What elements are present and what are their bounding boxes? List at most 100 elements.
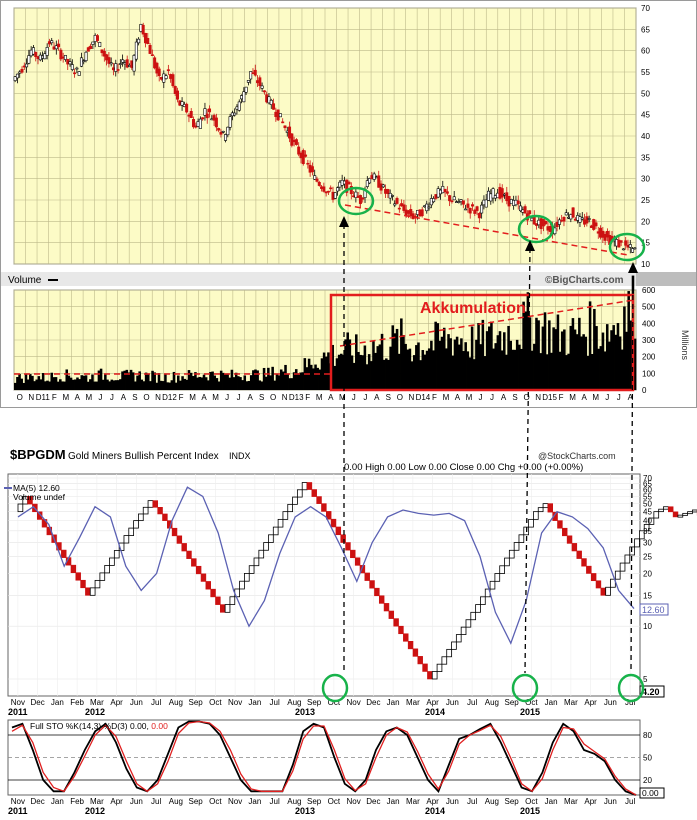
price-candle-body [59, 49, 63, 60]
volume-bar [123, 370, 126, 390]
sto-x-tick-label: Mar [90, 797, 104, 806]
sto-x-tick-label: Mar [406, 797, 420, 806]
top-x-tick-label: O [397, 393, 403, 402]
pf-x-box [542, 503, 549, 509]
accumulation-label: Akkumulation [420, 300, 526, 317]
price-candle-body [313, 175, 317, 180]
volume-bar [477, 323, 480, 390]
volume-bar [140, 379, 144, 390]
top-x-tick-label: N [408, 393, 414, 402]
pf-o-box [176, 535, 183, 544]
volume-bar [421, 350, 425, 390]
top-x-tick-label: O [17, 393, 23, 402]
price-tick-label: 35 [641, 153, 650, 162]
top-x-tick-label: J [98, 393, 102, 402]
volume-bar [228, 377, 232, 390]
volume-bar [389, 346, 392, 390]
sto-x-tick-label: Nov [11, 797, 25, 806]
volume-bar [475, 339, 478, 390]
volume-bar [466, 351, 470, 390]
volume-bar [18, 373, 21, 390]
pf-o-box [672, 511, 679, 518]
price-candle-body [68, 61, 72, 65]
pf-year-label: 2011 [8, 707, 28, 717]
price-candle-body [393, 203, 397, 206]
pf-x-box [513, 542, 520, 551]
volume-tick-label: 0 [642, 386, 647, 395]
pf-x-tick-label: Mar [90, 698, 104, 707]
pf-o-box [417, 656, 423, 665]
price-candle-body [20, 68, 24, 73]
volume-tick-label: 100 [642, 369, 656, 378]
volume-bar [556, 314, 560, 390]
volume-bar [376, 346, 380, 390]
price-candle-body [329, 187, 333, 190]
watermark: ©BigCharts.com [545, 275, 624, 286]
pf-o-box [316, 496, 322, 504]
volume-bar [127, 372, 131, 390]
volume-bar [374, 352, 377, 390]
volume-bar [168, 382, 171, 390]
pf-tick-label: 40 [643, 517, 652, 526]
price-candle-body [457, 201, 461, 203]
top-x-tick-label: A [455, 393, 461, 402]
volume-bar [211, 371, 214, 390]
pf-x-box [272, 526, 279, 536]
volume-tick-label: 300 [642, 336, 656, 345]
last-value-tag-text: 4.20 [642, 687, 660, 697]
price-candle-body [102, 51, 106, 57]
price-candle-body [43, 53, 47, 60]
volume-bar [620, 349, 624, 390]
pf-o-box [200, 573, 207, 582]
volume-bar [442, 327, 446, 390]
volume-bar [125, 369, 129, 390]
price-candle-body [171, 74, 175, 87]
volume-bar [601, 332, 605, 390]
sto-x-tick-label: Oct [209, 797, 222, 806]
volume-bar [629, 320, 633, 390]
volume-bar [485, 331, 489, 390]
volume-bar [204, 377, 208, 390]
volume-bar [181, 376, 184, 390]
volume-bar [526, 292, 530, 390]
pf-x-box [431, 671, 438, 680]
volume-bar [468, 357, 472, 390]
price-candle-body [272, 103, 276, 110]
pf-x-tick-label: Aug [485, 698, 499, 707]
volume-tick-label: 200 [642, 353, 656, 362]
pf-x-tick-label: Apr [426, 698, 439, 707]
volume-bar [612, 325, 615, 390]
price-candle-body [203, 108, 207, 116]
pf-o-box [595, 580, 602, 589]
price-candle-body [480, 204, 484, 214]
price-candle-body [523, 206, 527, 214]
price-candle-body [304, 154, 308, 157]
volume-bar [35, 379, 38, 390]
price-candle-body [347, 181, 351, 185]
sto-year-label: 2011 [8, 806, 28, 816]
price-candle-body [571, 207, 575, 218]
volume-bar [488, 326, 491, 390]
volume-bar [142, 381, 146, 390]
volume-bar [262, 367, 266, 390]
pf-x-box [691, 509, 697, 513]
price-candle-body [185, 103, 189, 113]
price-candle-body [322, 186, 326, 192]
volume-bar [494, 343, 497, 390]
price-candle-body [445, 191, 449, 194]
top-x-tick-label: A [628, 393, 634, 402]
top-x-tick-label: A [501, 393, 507, 402]
pf-x-axis: Nov Dec Jan Feb Mar Apr Jun Jul Aug Sep Oct Nov Jan J… [8, 698, 635, 717]
pf-o-box [571, 543, 578, 552]
volume-bar [230, 369, 234, 390]
volume-bar [249, 375, 253, 390]
sto-grid [8, 734, 640, 781]
volume-bar [524, 311, 528, 390]
volume-bar [16, 376, 19, 390]
volume-bar [588, 301, 592, 390]
top-x-tick-label: M [466, 393, 473, 402]
top-x-tick-label: F [559, 393, 564, 402]
pf-x-box [229, 596, 236, 605]
